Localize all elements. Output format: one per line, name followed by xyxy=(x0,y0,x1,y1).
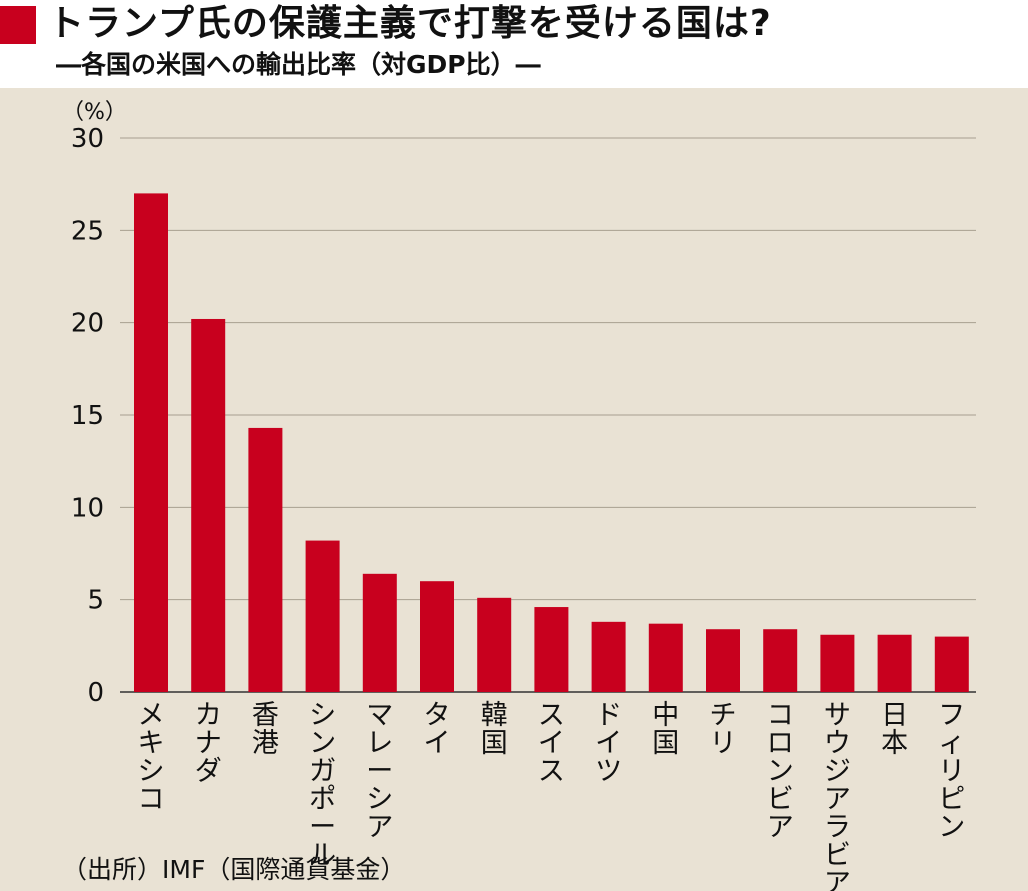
bar xyxy=(820,634,855,692)
y-tick-label: 5 xyxy=(87,586,104,616)
source-note: （出所）IMF（国際通貨基金） xyxy=(62,855,406,884)
bar xyxy=(248,427,283,692)
x-tick-label: コロンビア xyxy=(767,700,794,843)
bar xyxy=(420,581,454,692)
y-tick-label: 0 xyxy=(87,678,104,708)
x-tick-label: チリ xyxy=(710,700,737,759)
x-tick-label: カナダ xyxy=(195,700,222,787)
y-tick-label: 25 xyxy=(71,216,104,246)
x-tick-label: シンガポール xyxy=(309,700,336,871)
bar xyxy=(134,193,168,692)
bar xyxy=(648,623,683,692)
y-tick-label: 30 xyxy=(71,124,104,154)
bar xyxy=(191,318,226,692)
bars xyxy=(134,193,969,692)
bar xyxy=(305,540,340,692)
x-tick-label: 中国 xyxy=(652,700,679,759)
bar xyxy=(534,607,569,692)
x-tick-label: 韓国 xyxy=(481,700,508,759)
y-tick-label: 10 xyxy=(71,493,104,523)
y-tick-label: 20 xyxy=(71,309,104,339)
x-tick-label: フィリピン xyxy=(938,700,965,843)
x-tick-label: サウジアラビア xyxy=(824,700,851,891)
chart-header: トランプ氏の保護主義で打撃を受ける国は? ―各国の米国への輸出比率（対GDP比）… xyxy=(0,0,1028,88)
x-tick-label: マレーシア xyxy=(366,700,393,843)
bar xyxy=(362,573,397,692)
title-marker xyxy=(0,6,36,44)
x-tick-label: スイス xyxy=(538,700,565,787)
bar xyxy=(591,621,626,692)
bar xyxy=(934,636,969,692)
bar xyxy=(763,629,798,692)
bar xyxy=(706,629,740,692)
chart-panel xyxy=(0,88,1028,891)
x-tick-label: ドイツ xyxy=(595,700,622,787)
y-axis-unit-label: （%） xyxy=(62,100,127,125)
bar xyxy=(477,597,512,692)
y-tick-labels: 0 5 10 15 20 25 30 xyxy=(71,124,104,708)
x-tick-label: 日本 xyxy=(881,700,908,759)
chart-title: トランプ氏の保護主義で打撃を受ける国は? xyxy=(48,3,772,44)
bar xyxy=(877,634,912,692)
x-tick-label: メキシコ xyxy=(138,700,165,815)
y-tick-label: 15 xyxy=(71,401,104,431)
x-tick-label: 香港 xyxy=(252,700,279,759)
x-tick-label: タイ xyxy=(424,700,451,759)
chart-subtitle: ―各国の米国への輸出比率（対GDP比）― xyxy=(56,50,541,79)
